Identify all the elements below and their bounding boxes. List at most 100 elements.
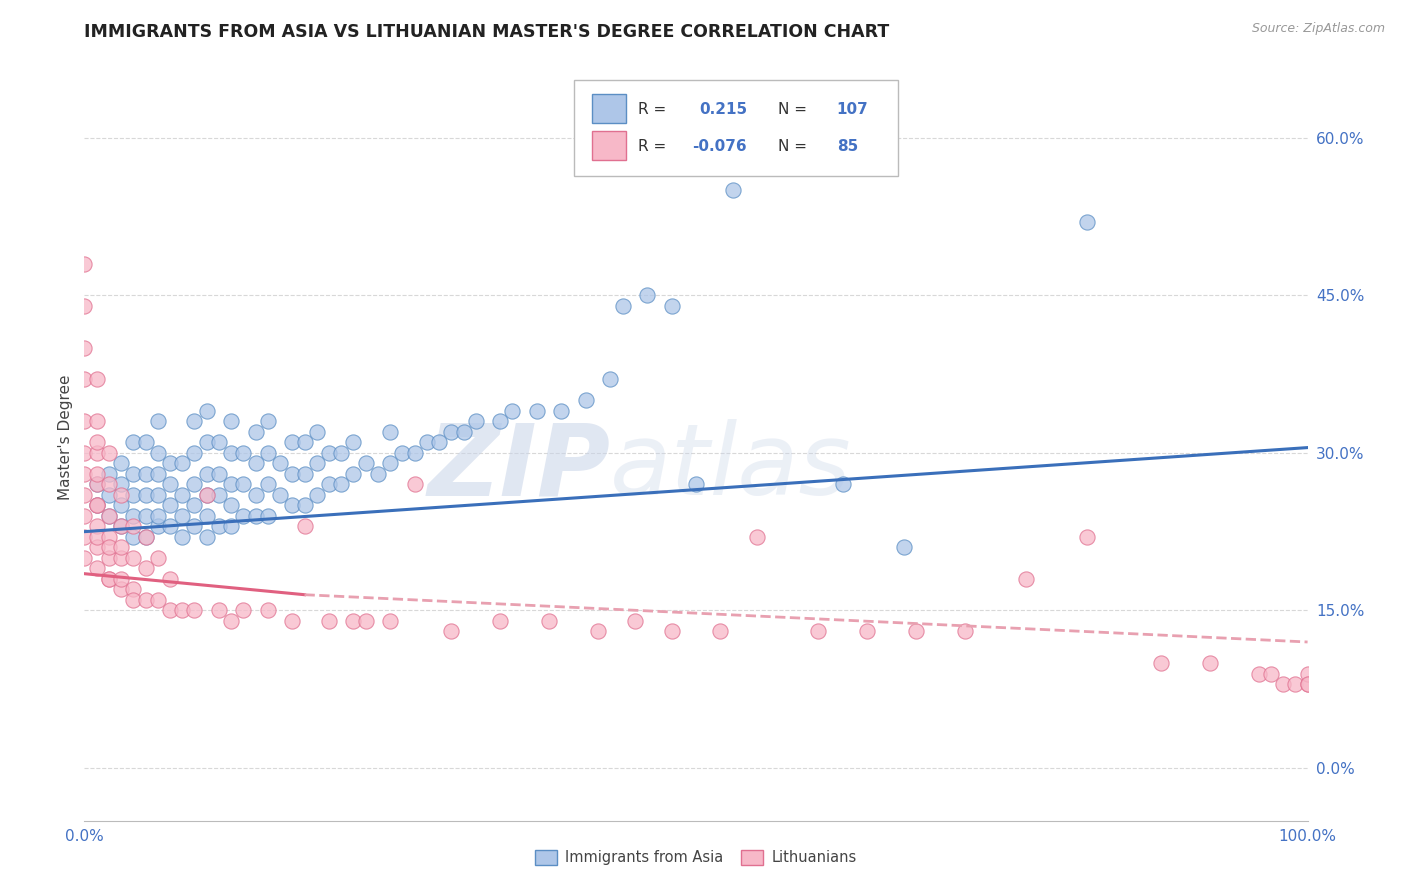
Point [245,456,267,470]
Point [86,467,108,481]
Point [636,288,658,302]
Point [73,341,96,355]
Point [146,508,169,523]
Point [502,404,524,418]
Point [305,488,328,502]
Point [122,435,145,450]
Text: R =: R = [638,102,666,117]
Point [232,508,254,523]
Point [110,572,132,586]
Point [1076,530,1098,544]
Point [1247,666,1270,681]
Point [1296,677,1319,691]
Point [219,499,242,513]
Text: 85: 85 [837,139,858,153]
Point [146,414,169,428]
Point [1296,666,1319,681]
Point [367,467,389,481]
Point [219,519,242,533]
Point [159,519,181,533]
Y-axis label: Master's Degree: Master's Degree [58,375,73,500]
Point [1296,677,1319,691]
Point [73,467,96,481]
Point [159,477,181,491]
Point [1198,656,1220,670]
Bar [592,95,626,123]
Point [257,603,280,617]
Point [208,435,231,450]
Point [269,456,291,470]
Point [1260,666,1282,681]
Point [110,550,132,565]
Point [73,530,96,544]
Point [73,550,96,565]
Point [1150,656,1173,670]
Point [427,435,450,450]
Point [599,372,621,386]
Point [86,477,108,491]
Point [440,425,463,439]
Point [110,477,132,491]
Point [110,519,132,533]
Point [661,299,683,313]
Point [294,499,316,513]
Point [172,456,194,470]
Point [208,467,231,481]
Point [86,530,108,544]
Text: IMMIGRANTS FROM ASIA VS LITHUANIAN MASTER'S DEGREE CORRELATION CHART: IMMIGRANTS FROM ASIA VS LITHUANIAN MASTE… [84,23,890,41]
Text: -0.076: -0.076 [692,139,747,153]
Point [122,593,145,607]
Point [172,530,194,544]
Point [122,519,145,533]
Point [86,519,108,533]
Point [245,488,267,502]
Point [281,435,304,450]
Point [135,561,157,575]
Point [146,446,169,460]
Point [159,572,181,586]
Point [183,477,205,491]
Point [73,508,96,523]
Point [172,603,194,617]
Point [269,488,291,502]
Point [110,456,132,470]
Point [183,414,205,428]
Text: N =: N = [778,102,807,117]
Point [97,508,120,523]
Point [354,614,377,628]
Point [86,446,108,460]
Point [159,456,181,470]
Point [122,550,145,565]
Point [612,299,634,313]
Point [257,477,280,491]
Point [391,446,413,460]
Point [86,499,108,513]
Point [354,456,377,470]
Point [122,582,145,597]
Point [257,446,280,460]
Point [219,446,242,460]
Legend: Immigrants from Asia, Lithuanians: Immigrants from Asia, Lithuanians [529,844,863,871]
Text: R =: R = [638,139,666,153]
Point [807,624,830,639]
Point [1076,214,1098,228]
Point [416,435,439,450]
Point [195,404,218,418]
Text: ZIP: ZIP [427,419,610,516]
Point [146,467,169,481]
Point [86,541,108,555]
Point [294,519,316,533]
Text: Source: ZipAtlas.com: Source: ZipAtlas.com [1251,22,1385,36]
Point [685,477,707,491]
Point [281,499,304,513]
Point [97,550,120,565]
Point [183,446,205,460]
Point [257,414,280,428]
Point [1284,677,1306,691]
Point [550,404,572,418]
Point [219,414,242,428]
Point [342,467,364,481]
Point [526,404,548,418]
Point [172,508,194,523]
Point [208,603,231,617]
